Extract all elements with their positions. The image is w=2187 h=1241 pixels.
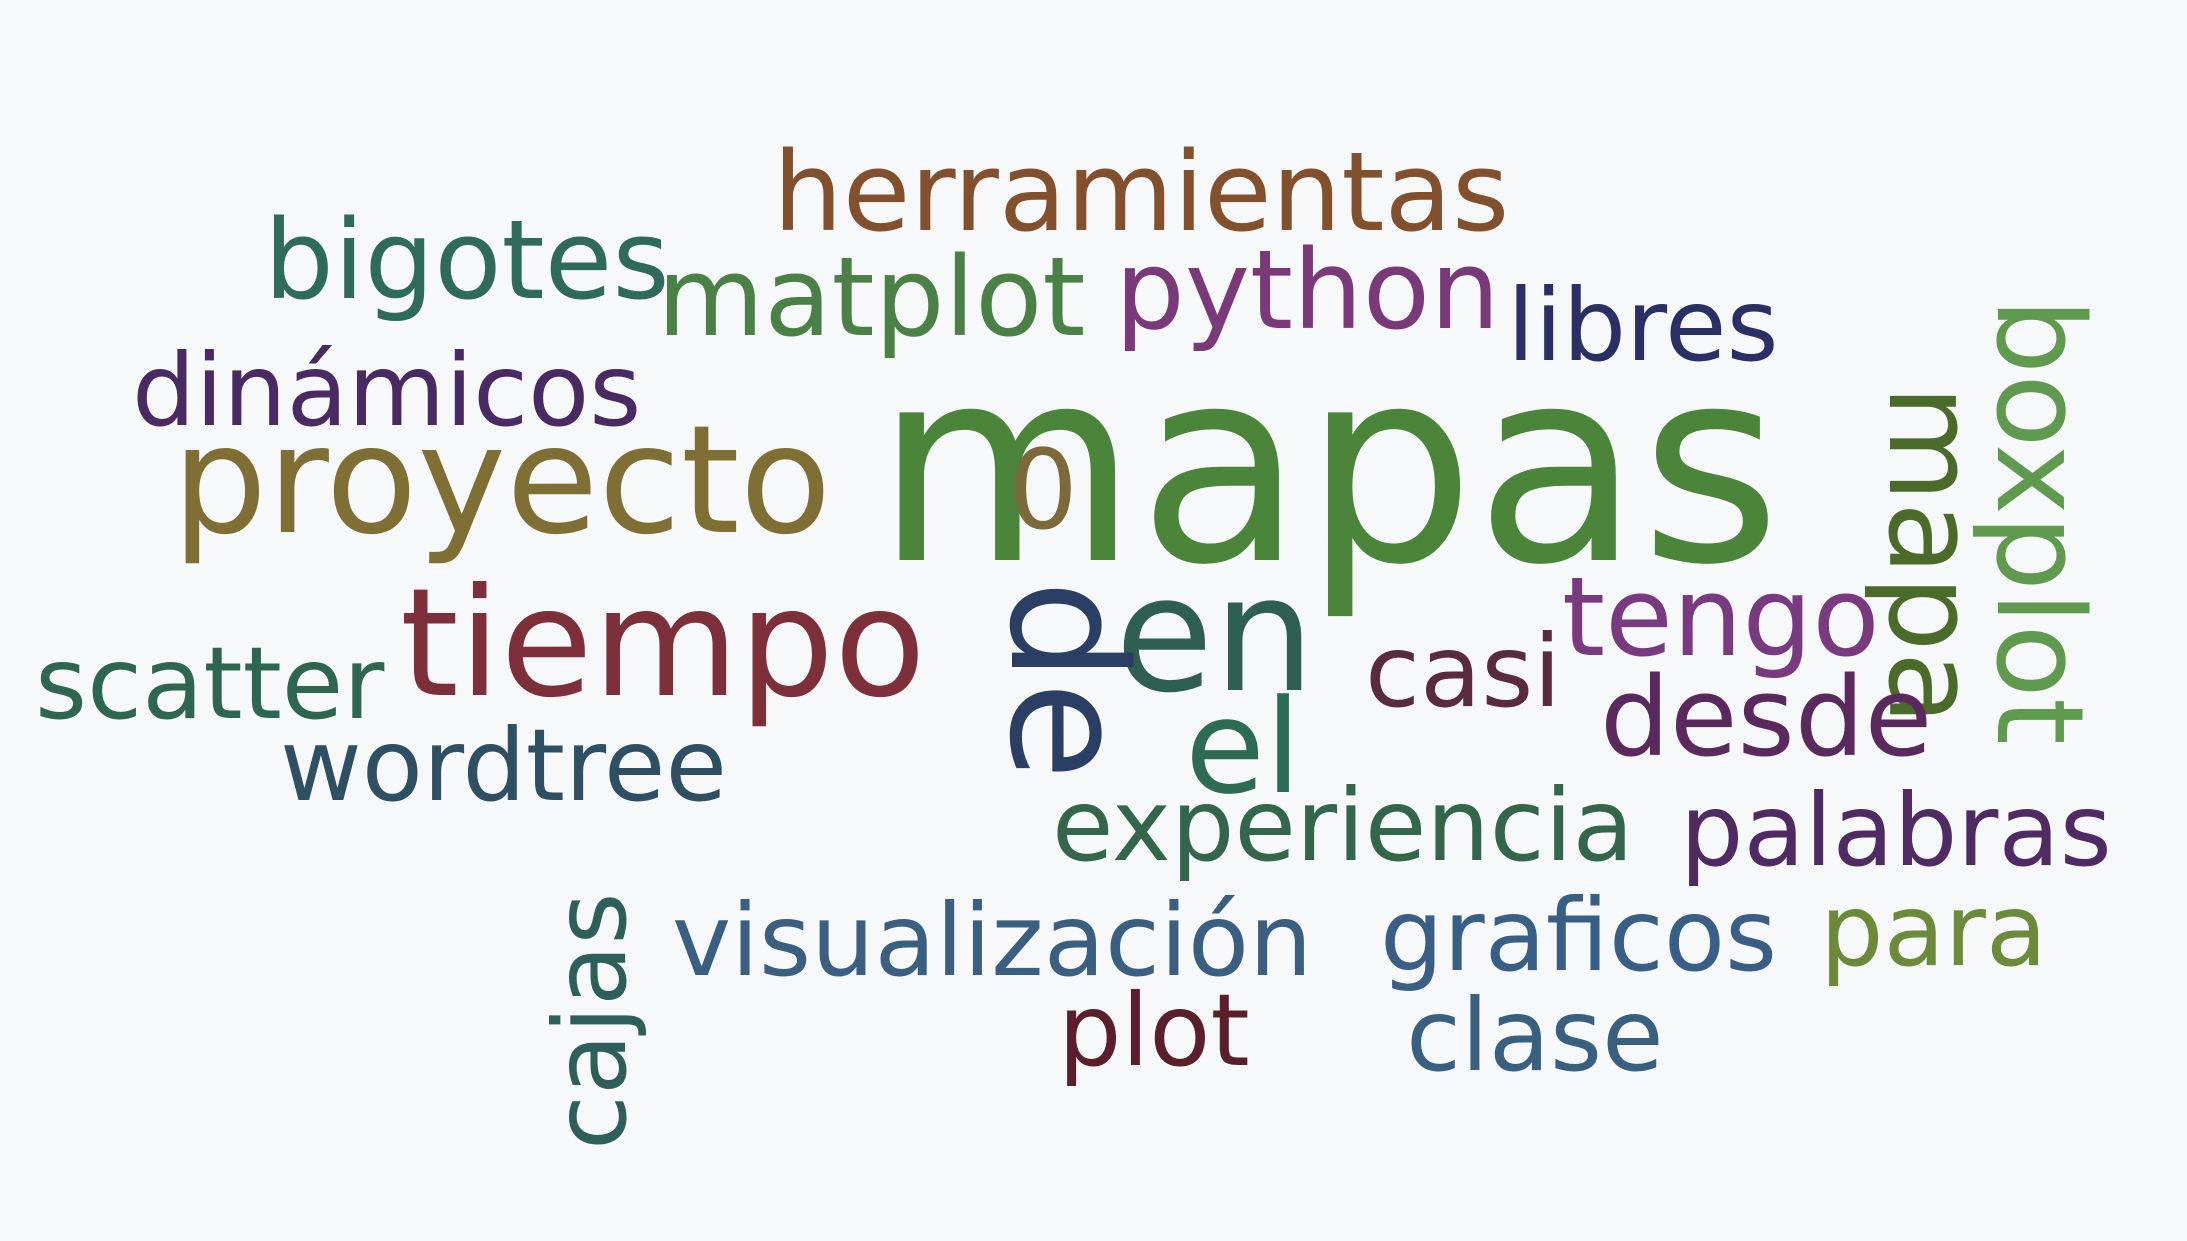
word-en: en xyxy=(1115,541,1315,728)
word-mapas: mapas xyxy=(875,309,1781,624)
word-wordtree: wordtree xyxy=(280,707,727,824)
word-tiempo: tiempo xyxy=(400,557,926,731)
word-para: para xyxy=(1820,872,2047,989)
word-clase: clase xyxy=(1406,977,1664,1094)
word-cajas: cajas xyxy=(532,893,649,1150)
word-zero: 0 xyxy=(1008,426,1078,554)
word-el: el xyxy=(1185,671,1301,823)
word-plot: plot xyxy=(1058,972,1250,1089)
word-proyecto: proyecto xyxy=(172,394,831,568)
word-visualizacion: visualización xyxy=(672,882,1312,999)
word-scatter: scatter xyxy=(35,625,385,742)
word-mapa: mapa xyxy=(1861,385,2000,725)
word-graficos: graficos xyxy=(1380,877,1777,994)
word-desde: desde xyxy=(1600,653,1932,781)
word-de: de xyxy=(974,580,1161,780)
word-dinamicos: dinámicos xyxy=(132,332,641,449)
word-tengo: tengo xyxy=(1562,553,1880,681)
word-herramientas: herramientas xyxy=(773,128,1509,256)
word-experiencia: experiencia xyxy=(1052,767,1634,884)
word-python: python xyxy=(1115,226,1500,354)
word-casi: casi xyxy=(1365,613,1561,730)
word-boxplot: boxplot xyxy=(1969,298,2108,745)
word-matplot: matplot xyxy=(657,233,1086,361)
word-palabras: palabras xyxy=(1680,772,2112,889)
word-bigotes: bigotes xyxy=(264,196,670,324)
word-libres: libres xyxy=(1507,267,1779,384)
